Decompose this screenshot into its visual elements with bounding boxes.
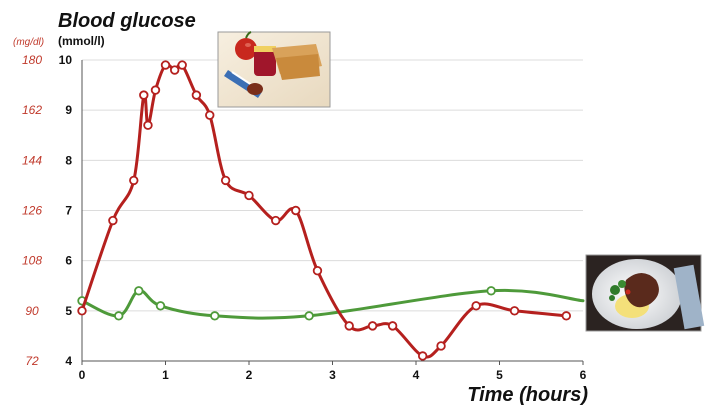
data-point: [143, 120, 153, 130]
x-tick-label: 3: [329, 368, 336, 382]
data-point: [210, 311, 220, 321]
data-point: [417, 351, 428, 361]
data-point: [160, 60, 171, 70]
data-point: [108, 215, 118, 226]
y-tick-label: 6: [65, 254, 72, 268]
data-point: [304, 311, 314, 321]
data-point: [387, 321, 398, 331]
y-tick-label: 10: [59, 53, 73, 67]
series-group: [77, 60, 585, 361]
y-tick-label-mgdl: 144: [22, 153, 42, 167]
y-tick-labels: 4 5 6 7 8 9 10: [59, 53, 73, 368]
meal-photo-snack: [217, 31, 331, 108]
y-tick-label-mgdl: 72: [25, 354, 39, 368]
x-tick-label: 6: [580, 368, 587, 382]
data-point: [291, 205, 301, 216]
data-point: [220, 175, 231, 186]
y-tick-labels-mgdl: 72 90 108 126 144 162 180: [22, 53, 42, 368]
y-axis-label-mgdl: (mg/dl): [13, 37, 44, 48]
y-tick-label: 4: [65, 354, 72, 368]
x-tick-label: 0: [79, 368, 86, 382]
data-point: [205, 110, 215, 120]
x-tick-labels: 0 1 2 3 4 5 6: [79, 361, 587, 382]
data-point: [436, 341, 446, 351]
data-point: [271, 215, 281, 226]
data-point: [561, 311, 571, 321]
x-tick-label: 5: [496, 368, 503, 382]
data-point: [129, 175, 139, 186]
y-tick-label-mgdl: 108: [22, 254, 42, 268]
x-axis-label: Time (hours): [467, 384, 588, 406]
data-point: [486, 286, 496, 296]
y-tick-label-mgdl: 90: [25, 304, 39, 318]
data-point: [77, 306, 87, 316]
y-tick-label: 7: [65, 204, 72, 218]
data-point: [312, 266, 323, 276]
horizontal-gridlines: [82, 59, 583, 312]
x-tick-label: 4: [413, 368, 420, 382]
data-point: [177, 60, 187, 70]
y-tick-label-mgdl: 180: [22, 53, 42, 67]
data-point: [155, 301, 166, 311]
x-tick-label: 1: [162, 368, 169, 382]
data-point: [471, 301, 481, 311]
y-axis-label-mmol: (mmol/l): [58, 34, 105, 48]
data-point: [191, 90, 202, 100]
x-tick-label: 2: [246, 368, 253, 382]
y-tick-label: 5: [65, 304, 72, 318]
y-tick-label: 9: [65, 103, 72, 117]
meal-photo-dinner: [585, 254, 705, 332]
data-point: [139, 90, 149, 100]
data-point: [367, 321, 378, 331]
data-point: [509, 306, 520, 316]
y-tick-label-mgdl: 126: [22, 204, 42, 218]
y-tick-label: 8: [65, 153, 72, 167]
y-tick-label-mgdl: 162: [22, 103, 42, 117]
data-point: [344, 321, 354, 331]
series-green: [77, 286, 585, 321]
data-point: [244, 190, 254, 201]
data-point: [134, 286, 144, 296]
data-point: [114, 311, 124, 321]
data-point: [150, 85, 161, 95]
chart-title: Blood glucose: [58, 10, 196, 32]
series-red: [77, 60, 571, 361]
data-point: [169, 65, 180, 75]
